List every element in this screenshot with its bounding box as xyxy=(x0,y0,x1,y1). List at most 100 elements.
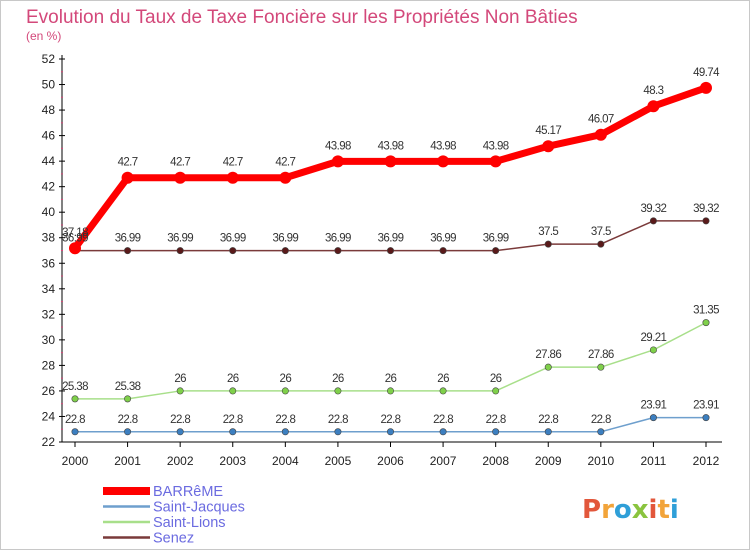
x-tick-label: 2011 xyxy=(641,454,667,468)
data-label: 22.8 xyxy=(275,414,295,426)
data-label: 22.8 xyxy=(381,414,401,426)
chart-subtitle: (en %) xyxy=(26,29,61,43)
data-point xyxy=(544,363,552,371)
data-label: 22.8 xyxy=(328,414,348,426)
data-point xyxy=(492,247,500,255)
data-point xyxy=(176,387,184,395)
data-point xyxy=(124,247,132,255)
data-label: 43.98 xyxy=(378,140,404,152)
data-point xyxy=(229,387,237,395)
data-label: 42.7 xyxy=(223,157,243,169)
legend-label: BARRêME xyxy=(153,484,223,500)
data-point xyxy=(437,155,450,168)
data-label: 37.5 xyxy=(591,226,611,238)
data-label: 36.99 xyxy=(220,233,246,245)
data-label: 26 xyxy=(332,373,344,385)
legend-label: Saint-Lions xyxy=(153,515,226,531)
data-label: 26 xyxy=(174,373,186,385)
data-point xyxy=(597,240,605,248)
data-label: 42.7 xyxy=(118,157,138,169)
y-tick-label: 38 xyxy=(42,231,56,245)
x-tick-label: 2008 xyxy=(482,454,509,468)
data-label: 22.8 xyxy=(65,414,85,426)
data-label: 22.8 xyxy=(170,414,190,426)
y-tick-label: 52 xyxy=(42,52,56,66)
x-tick-label: 2005 xyxy=(325,454,352,468)
data-point xyxy=(542,140,555,153)
x-tick-label: 2003 xyxy=(219,454,246,468)
data-point xyxy=(226,171,239,184)
data-point xyxy=(386,247,394,255)
data-label: 39.32 xyxy=(641,203,667,215)
data-point xyxy=(174,171,187,184)
data-point xyxy=(647,100,660,113)
chart-title: Evolution du Taux de Taxe Foncière sur l… xyxy=(26,7,578,28)
data-label: 25.38 xyxy=(115,381,141,393)
data-label: 23.91 xyxy=(693,400,719,412)
data-point xyxy=(700,81,712,94)
data-label: 48.3 xyxy=(643,85,663,97)
data-label: 29.21 xyxy=(641,332,667,344)
data-label: 26 xyxy=(280,373,292,385)
data-point xyxy=(69,242,81,255)
y-tick-label: 24 xyxy=(42,409,56,423)
data-label: 26 xyxy=(437,373,449,385)
data-point xyxy=(384,155,397,168)
data-point xyxy=(492,387,500,395)
legend-label: Saint-Jacques xyxy=(153,500,245,516)
data-point xyxy=(594,128,607,141)
x-tick-label: 2012 xyxy=(693,454,720,468)
data-point xyxy=(331,155,344,168)
data-point xyxy=(124,395,132,403)
y-tick-label: 42 xyxy=(42,180,56,194)
data-point xyxy=(176,247,184,255)
data-point xyxy=(649,217,657,225)
x-tick-label: 2006 xyxy=(377,454,404,468)
y-tick-label: 46 xyxy=(42,129,56,143)
data-label: 27.86 xyxy=(535,349,561,361)
data-label: 49.74 xyxy=(693,67,720,79)
y-tick-label: 30 xyxy=(42,333,56,347)
data-label: 36.99 xyxy=(272,233,298,245)
y-tick-label: 34 xyxy=(42,282,56,296)
data-label: 36.99 xyxy=(62,233,88,245)
data-point xyxy=(597,363,605,371)
proxiti-logo-text: Proxiti xyxy=(582,495,679,525)
data-label: 42.7 xyxy=(170,157,190,169)
data-label: 36.99 xyxy=(115,233,141,245)
x-tick-label: 2001 xyxy=(114,454,141,468)
data-point xyxy=(492,428,500,436)
data-label: 36.99 xyxy=(430,233,456,245)
data-label: 36.99 xyxy=(325,233,351,245)
data-point xyxy=(439,387,447,395)
data-label: 22.8 xyxy=(433,414,453,426)
data-labels: 37.18 42.7 42.7 42.7 42.7 43.98 43.98 43.98 43.9… xyxy=(62,67,721,426)
data-label: 42.7 xyxy=(275,157,295,169)
data-label: 31.35 xyxy=(693,305,719,317)
y-tick-label: 44 xyxy=(42,154,56,168)
data-label: 23.91 xyxy=(641,400,667,412)
series-layer xyxy=(69,81,712,436)
data-point xyxy=(386,387,394,395)
data-point xyxy=(649,346,657,354)
data-point xyxy=(702,217,710,225)
data-label: 22.8 xyxy=(223,414,243,426)
data-point xyxy=(597,428,605,436)
data-label: 22.8 xyxy=(591,414,611,426)
data-point xyxy=(121,171,134,184)
data-label: 43.98 xyxy=(430,140,456,152)
data-point xyxy=(439,428,447,436)
data-point xyxy=(334,428,342,436)
data-point xyxy=(334,247,342,255)
data-point xyxy=(544,428,552,436)
data-point xyxy=(489,155,502,168)
x-tick-label: 2004 xyxy=(272,454,299,468)
data-point xyxy=(649,414,657,422)
data-point xyxy=(71,395,79,403)
legend-label: Senez xyxy=(153,531,194,547)
y-tick-label: 26 xyxy=(42,384,56,398)
data-point xyxy=(702,319,710,327)
data-point xyxy=(71,428,79,436)
